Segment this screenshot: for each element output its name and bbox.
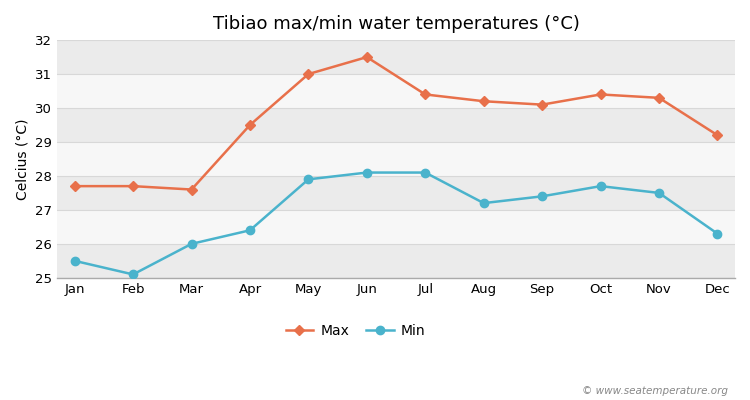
Min bbox=[596, 184, 605, 188]
Min bbox=[538, 194, 547, 199]
Y-axis label: Celcius (°C): Celcius (°C) bbox=[15, 118, 29, 200]
Line: Min: Min bbox=[70, 168, 722, 278]
Bar bbox=[57, 210, 735, 244]
Max bbox=[245, 123, 254, 128]
Min bbox=[70, 258, 80, 263]
Bar bbox=[57, 40, 735, 74]
Max bbox=[362, 55, 371, 60]
Bar bbox=[57, 142, 735, 176]
Max bbox=[128, 184, 137, 188]
Title: Tibiao max/min water temperatures (°C): Tibiao max/min water temperatures (°C) bbox=[212, 15, 580, 33]
Max bbox=[713, 133, 722, 138]
Min bbox=[421, 170, 430, 175]
Line: Max: Max bbox=[70, 53, 722, 193]
Max bbox=[538, 102, 547, 107]
Legend: Max, Min: Max, Min bbox=[280, 318, 430, 343]
Max bbox=[596, 92, 605, 97]
Max bbox=[655, 96, 664, 100]
Max bbox=[421, 92, 430, 97]
Min bbox=[362, 170, 371, 175]
Max bbox=[70, 184, 80, 188]
Min bbox=[245, 228, 254, 233]
Min bbox=[304, 177, 313, 182]
Max bbox=[187, 187, 196, 192]
Min bbox=[128, 272, 137, 277]
Min bbox=[655, 190, 664, 195]
Min bbox=[187, 242, 196, 246]
Min bbox=[713, 231, 722, 236]
Text: © www.seatemperature.org: © www.seatemperature.org bbox=[581, 386, 728, 396]
Bar bbox=[57, 108, 735, 142]
Bar bbox=[57, 74, 735, 108]
Max bbox=[304, 72, 313, 76]
Bar bbox=[57, 176, 735, 210]
Bar bbox=[57, 244, 735, 278]
Min bbox=[479, 201, 488, 206]
Max bbox=[479, 99, 488, 104]
